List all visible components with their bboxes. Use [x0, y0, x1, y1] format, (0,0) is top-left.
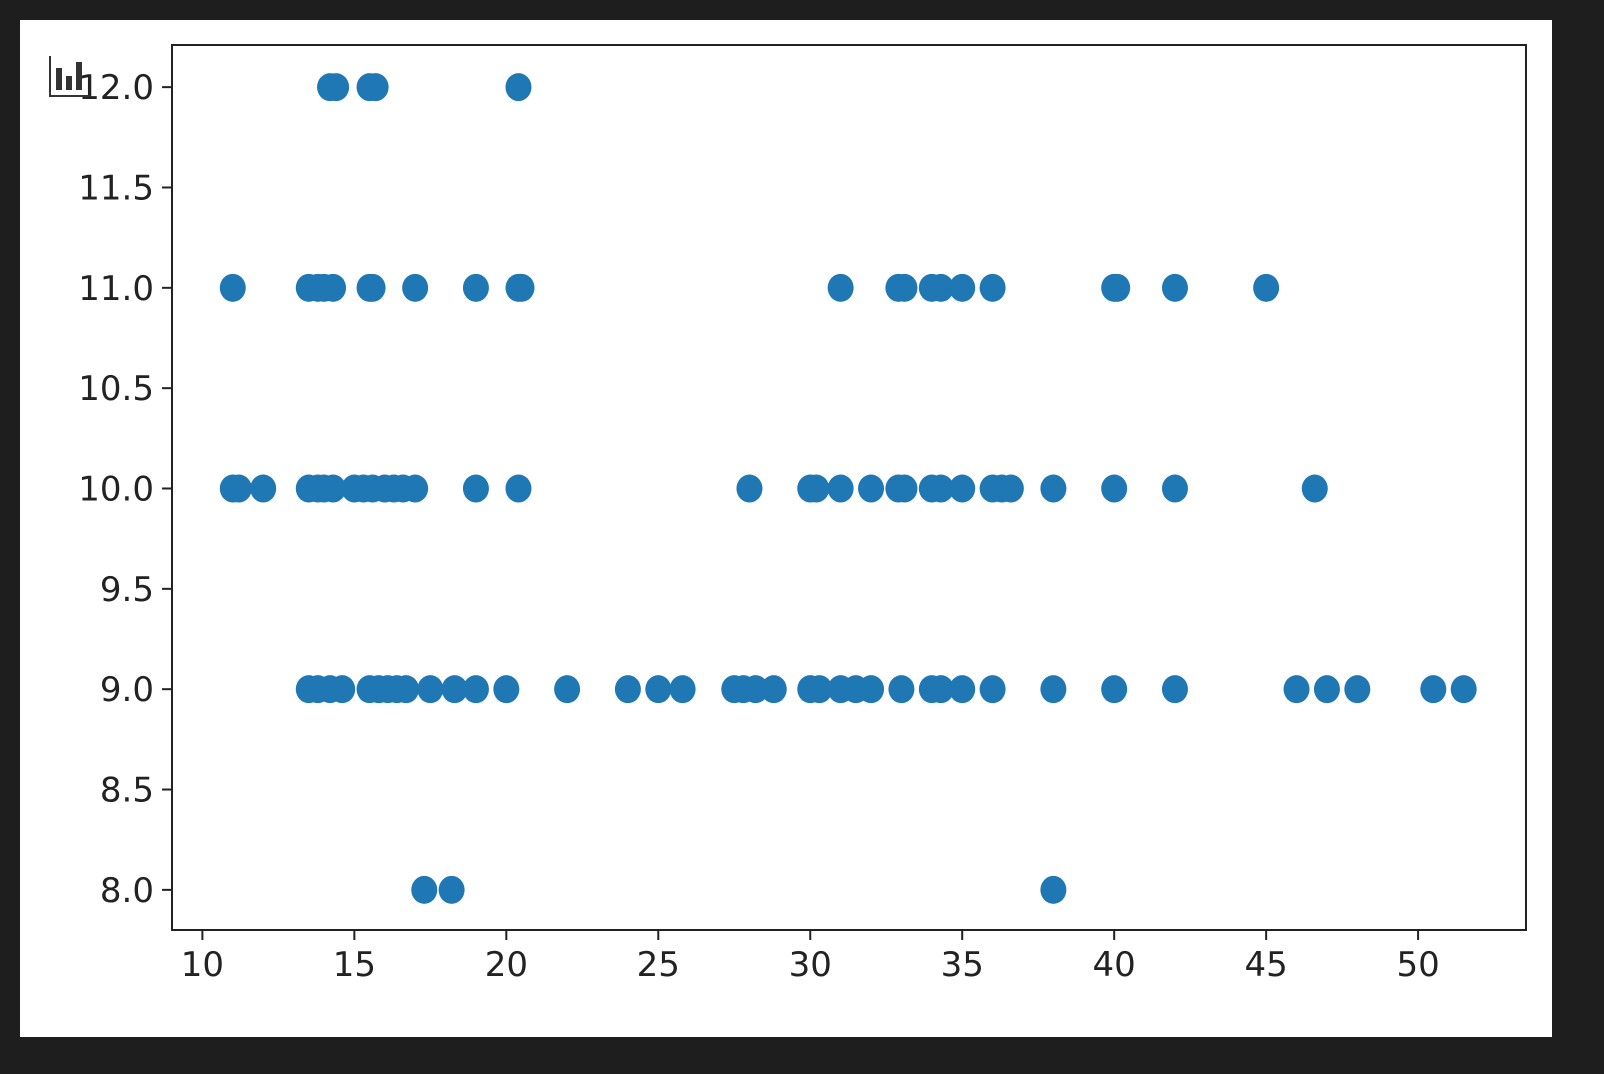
- y-axis: 8.0 8.5 9.0 9.5 10.0 10.5 11.0 11.5 12.0: [78, 68, 172, 911]
- y-tick-label: 8.0: [100, 871, 154, 911]
- scatter-point: [927, 273, 954, 302]
- scatter-point: [462, 675, 489, 704]
- scatter-point: [462, 273, 489, 302]
- scatter-point: [1040, 875, 1067, 904]
- scatter-point: [1101, 474, 1128, 503]
- scatter-point: [891, 474, 918, 503]
- x-tick-label: 35: [941, 945, 984, 985]
- scatter-point: [411, 875, 438, 904]
- scatter-point: [493, 675, 520, 704]
- scatter-point: [402, 474, 429, 503]
- scatter-point: [359, 273, 386, 302]
- y-tick-label: 8.5: [100, 771, 154, 811]
- scatter-point: [1450, 675, 1477, 704]
- x-tick-label: 40: [1093, 945, 1136, 985]
- x-tick-label: 10: [181, 945, 224, 985]
- scatter-point: [614, 675, 641, 704]
- scatter-point: [669, 675, 696, 704]
- scatter-point: [1313, 675, 1340, 704]
- scatter-point: [554, 675, 581, 704]
- y-tick-label: 9.5: [100, 570, 154, 610]
- scatter-point: [417, 675, 444, 704]
- y-tick-label: 10.5: [78, 369, 154, 409]
- scatter-point: [505, 474, 532, 503]
- scatter-point: [1161, 273, 1188, 302]
- scatter-point: [320, 474, 347, 503]
- scatter-point: [362, 73, 389, 102]
- figure-frame: 10 15 20 25 30 35 40 45 50 8.0 8.5 9.0 9.5 10.0 10.5 1…: [20, 20, 1552, 1037]
- scatter-chart: 10 15 20 25 30 35 40 45 50 8.0 8.5 9.0 9.5 10.0 10.5 1…: [78, 44, 1527, 985]
- scatter-point: [949, 474, 976, 503]
- scatter-point: [1344, 675, 1371, 704]
- scatter-point: [329, 675, 356, 704]
- scatter-point: [949, 273, 976, 302]
- x-tick-label: 15: [333, 945, 376, 985]
- x-tick-label: 50: [1396, 945, 1439, 985]
- scatter-point: [1040, 675, 1067, 704]
- scatter-point: [438, 875, 465, 904]
- scatter-point: [1161, 474, 1188, 503]
- y-tick-label: 11.5: [78, 168, 154, 208]
- scatter-point: [927, 675, 954, 704]
- scatter-point: [742, 675, 769, 704]
- y-tick-label: 10.0: [78, 470, 154, 510]
- bar-chart-icon[interactable]: [48, 54, 92, 98]
- scatter-point: [979, 273, 1006, 302]
- scatter-point: [323, 73, 350, 102]
- scatter-point: [1301, 474, 1328, 503]
- scatter-point: [858, 474, 885, 503]
- x-tick-label: 45: [1245, 945, 1288, 985]
- scatter-point: [462, 474, 489, 503]
- scatter-point: [225, 474, 252, 503]
- scatter-point: [760, 675, 787, 704]
- scatter-point: [806, 675, 833, 704]
- scatter-point: [736, 474, 763, 503]
- scatter-point: [888, 675, 915, 704]
- scatter-point: [1040, 474, 1067, 503]
- scatter-point: [1420, 675, 1447, 704]
- scatter-point: [393, 675, 420, 704]
- scatter-point: [1253, 273, 1280, 302]
- scatter-point: [1104, 273, 1131, 302]
- y-tick-label: 9.0: [100, 670, 154, 710]
- scatter-point: [441, 675, 468, 704]
- scatter-point: [997, 474, 1024, 503]
- scatter-points: [219, 73, 1477, 904]
- scatter-point: [250, 474, 277, 503]
- scatter-point: [320, 273, 347, 302]
- scatter-point: [949, 675, 976, 704]
- scatter-point: [1283, 675, 1310, 704]
- y-tick-label: 11.0: [78, 269, 154, 309]
- scatter-point: [1161, 675, 1188, 704]
- scatter-point: [827, 273, 854, 302]
- x-tick-label: 30: [789, 945, 832, 985]
- scatter-point: [927, 474, 954, 503]
- x-axis: 10 15 20 25 30 35 40 45 50: [181, 930, 1440, 985]
- scatter-point: [979, 675, 1006, 704]
- y-tick-label: 12.0: [78, 68, 154, 108]
- scatter-point: [827, 474, 854, 503]
- scatter-point: [505, 73, 532, 102]
- scatter-point: [508, 273, 535, 302]
- scatter-point: [891, 273, 918, 302]
- scatter-point: [803, 474, 830, 503]
- scatter-point: [219, 273, 246, 302]
- scatter-point: [402, 273, 429, 302]
- scatter-point: [858, 675, 885, 704]
- x-tick-label: 20: [485, 945, 528, 985]
- scatter-point: [645, 675, 672, 704]
- scatter-point: [1101, 675, 1128, 704]
- x-tick-label: 25: [637, 945, 680, 985]
